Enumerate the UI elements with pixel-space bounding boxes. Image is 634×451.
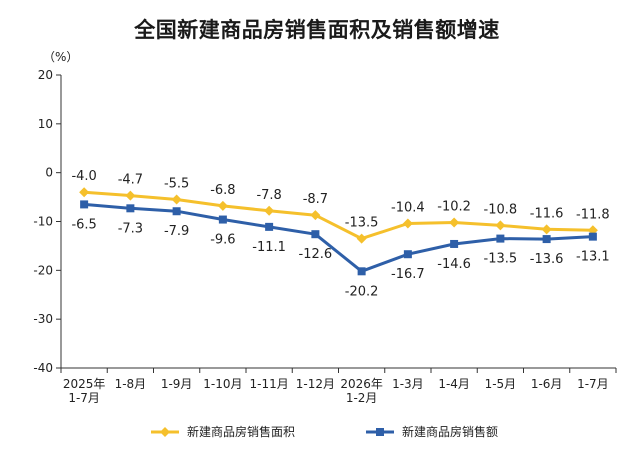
x-tick-label: 2025年 1-7月 (63, 377, 106, 405)
data-label-series-2: -9.6 (210, 233, 235, 248)
data-label-series-2: -20.2 (345, 284, 379, 299)
y-tick-label: 10 (38, 117, 53, 131)
chart-card: 全国新建商品房销售面积及销售额增速 （%） 20 10 0 -10 -20 -30 -40 20… (6, 0, 628, 451)
x-tick-label: 1-9月 (161, 377, 193, 391)
x-tick-label: 1-5月 (485, 377, 517, 391)
y-tick-label: -40 (33, 361, 53, 375)
data-label-series-1: -7.8 (256, 188, 281, 203)
series-2-point (450, 239, 459, 248)
legend-label-2: 新建商品房销售额 (402, 424, 498, 439)
data-label-series-2: -13.6 (530, 252, 564, 267)
data-label-series-2: -7.9 (164, 224, 189, 239)
legend-marker-2 (376, 428, 384, 436)
series-2-point (126, 204, 135, 213)
data-label-series-2: -12.6 (299, 247, 333, 262)
series-1-point (264, 205, 275, 216)
data-label-series-1: -5.5 (164, 177, 189, 192)
legend-label-1: 新建商品房销售面积 (187, 424, 295, 439)
series-line-2 (82, 202, 595, 273)
series-2-point (588, 232, 597, 241)
x-tick-label: 2026年 1-2月 (340, 377, 383, 405)
series-2-point (80, 200, 89, 209)
y-axis-unit: （%） (43, 50, 78, 64)
series-2-point (218, 215, 227, 224)
series-line-1 (82, 190, 595, 241)
data-label-series-2: -16.7 (391, 267, 425, 282)
x-tick-label: 1-3月 (392, 377, 424, 391)
series-1-point (402, 218, 413, 229)
data-label-series-2: -13.5 (484, 252, 518, 267)
series-1-point (125, 190, 136, 201)
x-tick-label: 1-11月 (250, 377, 289, 391)
data-label-series-1: -8.7 (303, 192, 328, 207)
x-tick-label: 1-8月 (115, 377, 147, 391)
series-1-point (495, 220, 506, 231)
x-tick-label: 1-7月 (577, 377, 609, 391)
data-label-series-1: -4.7 (118, 173, 143, 188)
y-tick-label: 0 (45, 166, 53, 180)
data-label-series-1: -10.2 (437, 199, 471, 214)
x-tick-label: 1-12月 (296, 377, 335, 391)
series-2-point (403, 250, 412, 259)
series-2-point (265, 222, 274, 231)
series-1-point (79, 187, 90, 198)
series-2-point (172, 207, 181, 216)
series-1-point (449, 217, 460, 228)
data-label-series-1: -11.8 (576, 207, 610, 222)
y-tick-label: 20 (38, 68, 53, 82)
x-tick-label: 1-6月 (531, 377, 563, 391)
data-label-series-2: -6.5 (71, 217, 96, 232)
data-label-series-1: -4.0 (71, 169, 96, 184)
data-label-series-1: -10.8 (484, 202, 518, 217)
series-2-point (496, 234, 505, 243)
series-1-point (310, 210, 321, 221)
data-label-series-1: -13.5 (345, 216, 379, 231)
x-tick-label: 1-10月 (203, 377, 242, 391)
series-2-point (542, 235, 551, 244)
data-label-series-1: -11.6 (530, 206, 564, 221)
data-label-series-1: -6.8 (210, 183, 235, 198)
data-label-series-2: -14.6 (437, 257, 471, 272)
series-1-point (171, 194, 182, 205)
data-label-series-2: -13.1 (576, 250, 610, 265)
series-1-point (356, 233, 367, 244)
y-tick-label: -20 (33, 263, 53, 277)
data-label-series-1: -10.4 (391, 200, 425, 215)
series-1-point (541, 224, 552, 235)
data-label-series-2: -7.3 (118, 221, 143, 236)
legend-marker-1 (160, 427, 170, 437)
line-chart: （%） 20 10 0 -10 -20 -30 -40 2025年 1-7月 1-8月 1-9月 1-1… (33, 50, 617, 439)
series-2-point (357, 267, 366, 276)
data-label-series-2: -11.1 (252, 240, 286, 255)
series-1-point (217, 200, 228, 211)
chart-title: 全国新建商品房销售面积及销售额增速 (134, 18, 500, 42)
x-tick-label: 1-4月 (438, 377, 470, 391)
y-tick-label: -10 (33, 215, 53, 229)
y-tick-label: -30 (33, 312, 53, 326)
series-2-point (311, 230, 320, 239)
